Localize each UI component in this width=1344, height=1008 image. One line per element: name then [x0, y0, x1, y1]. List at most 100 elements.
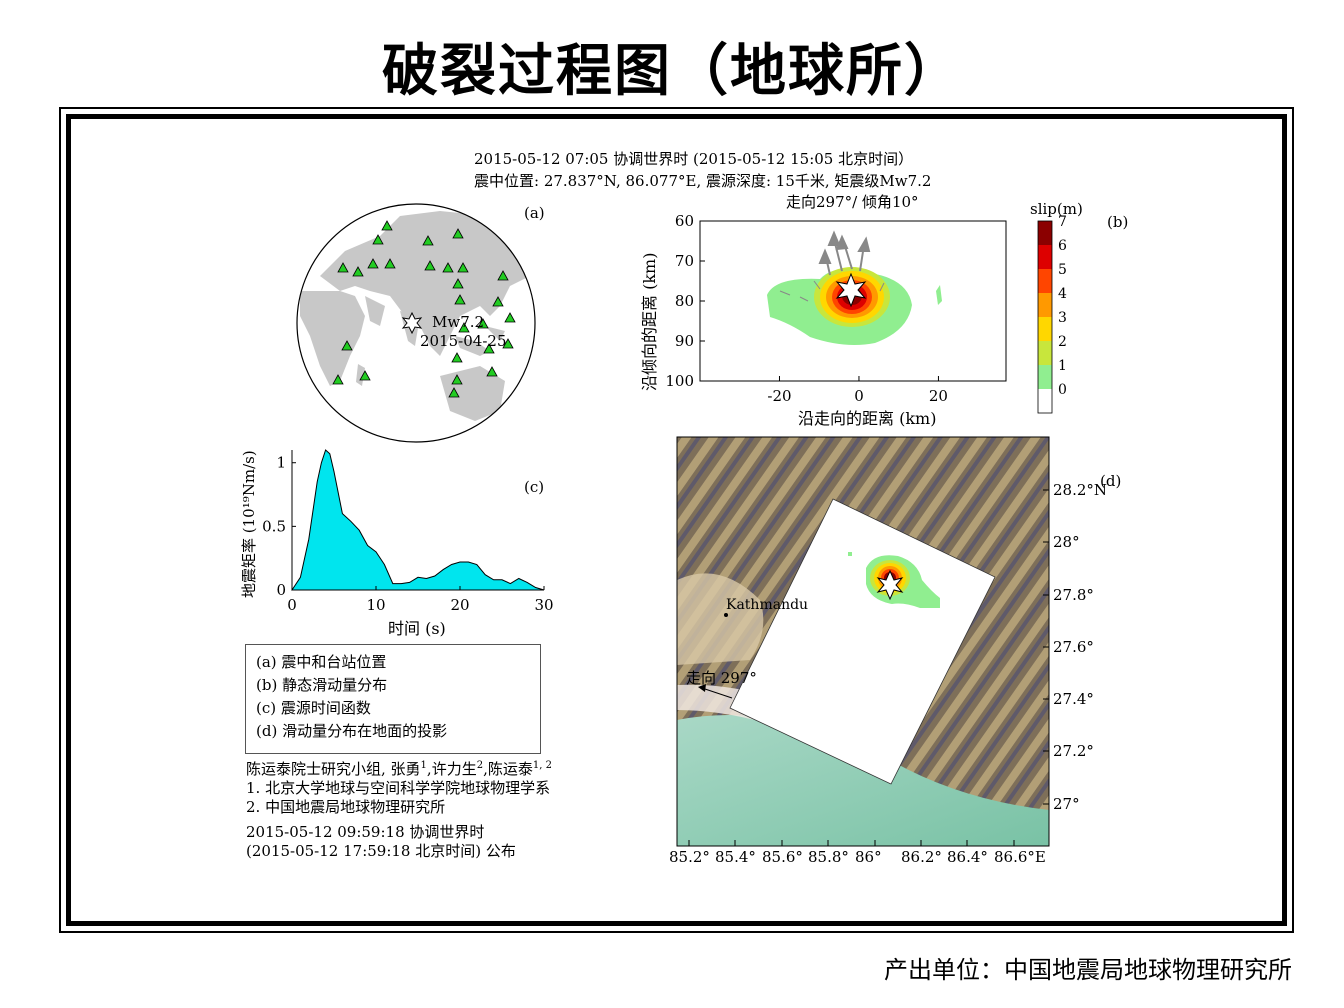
station-marker [442, 262, 454, 273]
kathmandu-marker-icon [724, 613, 728, 617]
lon-tick-label: 85.6° [762, 848, 803, 866]
y-tick-label: 70 [675, 252, 694, 270]
colorbar-swatch [1038, 293, 1052, 317]
lat-tick-label: 28.2°N [1053, 481, 1108, 499]
y-tick-label: 80 [675, 292, 694, 310]
city-label-kathmandu: Kathmandu [726, 597, 809, 613]
x-tick-label: 0 [854, 387, 864, 405]
panel-a-label: (a) [524, 204, 545, 222]
x-tick-label: -20 [767, 387, 791, 405]
station-markers [332, 220, 516, 398]
x-axis-label: 时间 (s) [388, 619, 446, 638]
station-marker [452, 278, 464, 289]
epicenter-star-icon [401, 311, 423, 335]
colorbar-tick-label: 6 [1058, 238, 1067, 254]
globe-event-date: 2015-04-25 [420, 332, 507, 350]
station-marker [477, 318, 489, 329]
y-tick-label: 0 [276, 581, 286, 599]
x-tick-label: 10 [366, 596, 385, 614]
colorbar-swatch [1038, 245, 1052, 269]
lat-tick-label: 27.6° [1053, 638, 1094, 656]
y-tick-label: 0.5 [262, 517, 286, 535]
station-marker [451, 352, 463, 363]
legend-item: (d) 滑动量分布在地面的投影 [256, 722, 448, 740]
lat-tick-label: 28° [1053, 533, 1080, 551]
header-line-location: 震中位置: 27.837°N, 86.077°E, 震源深度: 15千米, 矩震… [474, 172, 932, 190]
station-marker [502, 338, 514, 349]
sea-area [677, 715, 1049, 846]
y-tick-label: 100 [665, 372, 694, 390]
slip-axes: -20 0 20 60 70 80 90 100 沿走向的距离 (km) 沿倾向的距离 (km) [640, 212, 948, 428]
x-tick-label: 20 [929, 387, 948, 405]
y-axis-label: 地震矩率 (10¹⁹Nm/s) [240, 450, 258, 598]
slip-vectors [779, 230, 885, 302]
lon-tick-label: 85.2° [669, 848, 710, 866]
station-marker [372, 234, 384, 245]
projection-star-icon [876, 569, 904, 601]
lon-tick-label: 85.4° [715, 848, 756, 866]
station-marker [341, 340, 353, 351]
colorbar-tick-label: 0 [1058, 382, 1067, 398]
colorbar-tick-label: 1 [1058, 358, 1067, 374]
station-marker [451, 374, 463, 385]
panel-d-label: (d) [1100, 472, 1122, 490]
colorbar-swatch [1038, 365, 1052, 389]
lon-tick-label: 86.2° [901, 848, 942, 866]
lon-tick-label: 86° [855, 848, 882, 866]
x-axis-label: 沿走向的距离 (km) [798, 409, 936, 428]
colorbar-tick-label: 3 [1058, 310, 1067, 326]
station-marker [367, 258, 379, 269]
station-marker [452, 228, 464, 239]
y-tick-label: 60 [675, 212, 694, 230]
colorbar-swatch [1038, 317, 1052, 341]
figure-frame-inner [66, 114, 1287, 926]
fault-plane-projection [729, 498, 996, 785]
credits-published-utc: 2015-05-12 09:59:18 协调世界时 [246, 823, 485, 841]
slip-hypocenter-star-icon [835, 272, 867, 308]
credits-affiliation-1: 1. 北京大学地球与空间科学学院地球物理学系 [246, 779, 551, 797]
station-marker [424, 260, 436, 271]
header-line-time: 2015-05-12 07:05 协调世界时 (2015-05-12 15:05… [474, 150, 914, 168]
lat-tick-label: 27.4° [1053, 690, 1094, 708]
legend-item: (b) 静态滑动量分布 [256, 676, 388, 694]
credits-authors: 陈运泰院士研究小组, 张勇1,许力生2,陈运泰1, 2 [246, 760, 552, 778]
station-marker [448, 387, 460, 398]
station-marker [454, 294, 466, 305]
colorbar-swatch [1038, 389, 1052, 413]
x-tick-label: 20 [450, 596, 469, 614]
lon-tick-label: 86.6°E [994, 848, 1046, 866]
credits-published-beijing: (2015-05-12 17:59:18 北京时间) 公布 [246, 842, 516, 860]
station-marker [352, 266, 364, 277]
colorbar-tick-label: 7 [1058, 214, 1067, 230]
station-marker [384, 258, 396, 269]
station-marker [381, 220, 393, 231]
legend-item: (c) 震源时间函数 [256, 699, 371, 717]
panel-b-label: (b) [1107, 213, 1129, 231]
strike-arrow-icon [698, 684, 733, 699]
panel-c-stf: 0 10 20 30 0 0.5 1 时间 (s) 地震矩率 (10¹⁹Nm/s) [240, 449, 554, 638]
colorbar-swatch [1038, 269, 1052, 293]
slip-contours [767, 267, 942, 345]
x-tick-label: 0 [287, 596, 297, 614]
figure-legend: (a) 震中和台站位置 (b) 静态滑动量分布 (c) 震源时间函数 (d) 滑… [245, 644, 541, 754]
figure-frame-outer [59, 107, 1294, 933]
colorbar-tick-label: 2 [1058, 334, 1067, 350]
y-tick-label: 90 [675, 332, 694, 350]
credits-affiliation-2: 2. 中国地震局地球物理研究所 [246, 798, 446, 816]
stf-area [291, 449, 545, 591]
station-marker [422, 235, 434, 246]
page-title: 破裂过程图（地球所） [382, 39, 962, 104]
station-marker [457, 262, 469, 273]
panel-a-globe [296, 203, 536, 443]
station-marker [359, 370, 371, 381]
stf-axes: 0 10 20 30 0 0.5 1 时间 (s) 地震矩率 (10¹⁹Nm/s) [240, 450, 554, 638]
lat-tick-label: 27° [1053, 795, 1080, 813]
legend-item: (a) 震中和台站位置 [256, 653, 387, 671]
map-ticks [688, 489, 1049, 846]
panel-c-label: (c) [524, 478, 545, 496]
station-marker [337, 262, 349, 273]
lon-tick-label: 85.8° [808, 848, 849, 866]
header-line-strike: 走向297°/ 倾角10° [786, 193, 919, 211]
producer-line: 产出单位：中国地震局地球物理研究所 [884, 956, 1292, 984]
